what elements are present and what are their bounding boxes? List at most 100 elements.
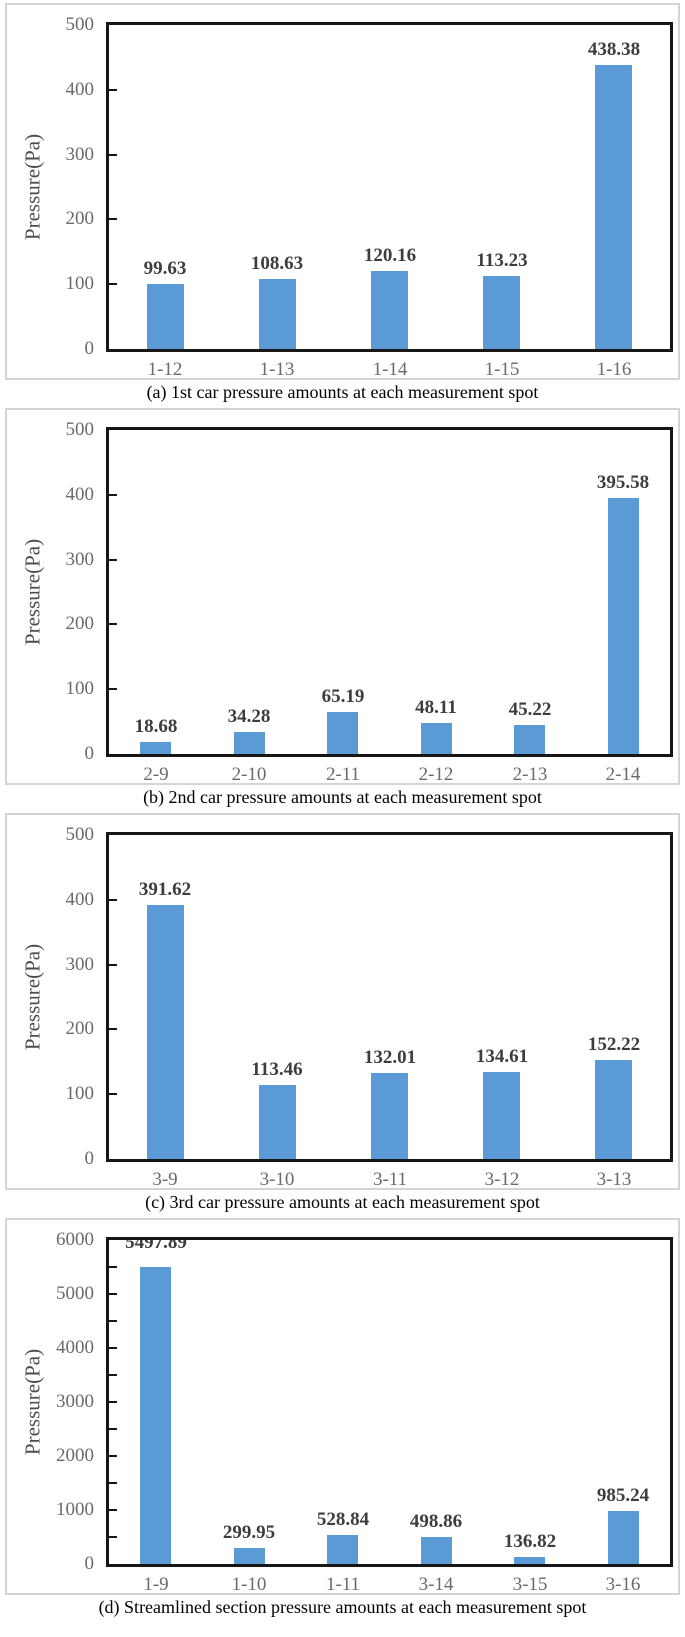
y-tick-mark — [109, 623, 117, 625]
chart-panel-a: 99.63 108.63 120.16 113.23 438.38 0 100 200 300 4… — [5, 3, 680, 380]
bar-1-12 — [147, 284, 184, 349]
bar-value-label: 438.38 — [587, 39, 641, 60]
bar-3-14 — [421, 1537, 452, 1564]
y-tick-label: 200 — [65, 613, 95, 634]
x-tick-label: 1-16 — [596, 359, 632, 380]
y-axis-title: Pressure(Pa) — [20, 538, 45, 646]
y-tick-mark — [109, 688, 117, 690]
x-tick-label: 1-9 — [143, 1574, 169, 1595]
bar-3-10 — [259, 1085, 296, 1159]
y-tick-mark — [109, 1347, 117, 1349]
bar-2-13 — [514, 725, 545, 754]
plot-area: 391.62 113.46 132.01 134.61 152.22 — [106, 832, 673, 1162]
y-tick-mark — [109, 1509, 117, 1511]
chart-block-c: 391.62 113.46 132.01 134.61 152.22 0 100 200 300… — [0, 813, 685, 1215]
bar-value-label: 5497.89 — [125, 1237, 187, 1253]
bar-value-label: 528.84 — [316, 1509, 370, 1530]
bar-value-label: 120.16 — [363, 245, 417, 266]
y-tick-mark — [109, 154, 117, 156]
x-tick-label: 3-11 — [372, 1169, 408, 1190]
bar-value-label: 136.82 — [503, 1531, 557, 1552]
bar-value-label: 65.19 — [321, 686, 365, 707]
bar-1-9 — [140, 1267, 171, 1564]
y-axis-title: Pressure(Pa) — [20, 1348, 45, 1456]
x-tick-label: 2-10 — [231, 764, 267, 785]
y-tick-mark — [109, 559, 117, 561]
chart-panel-d: 5497.89 299.95 528.84 498.86 136.82 985.24 0 10… — [5, 1218, 680, 1595]
y-tick-label: 0 — [84, 743, 95, 764]
y-tick-label: 0 — [84, 338, 95, 359]
bar-1-15 — [483, 276, 520, 349]
plot-area: 5497.89 299.95 528.84 498.86 136.82 985.24 — [106, 1237, 673, 1567]
plot-area: 99.63 108.63 120.16 113.23 438.38 — [106, 22, 673, 352]
bar-3-9 — [147, 905, 184, 1159]
y-tick-label: 1000 — [56, 1499, 94, 1520]
bar-value-label: 498.86 — [409, 1511, 463, 1532]
y-tick-label: 5000 — [56, 1283, 94, 1304]
y-tick-label: 0 — [84, 1553, 95, 1574]
y-tick-label: 500 — [65, 14, 95, 35]
y-tick-label: 300 — [65, 144, 95, 165]
y-tick-label: 400 — [65, 79, 95, 100]
chart-panel-c: 391.62 113.46 132.01 134.61 152.22 0 100 200 300… — [5, 813, 680, 1190]
bar-1-16 — [595, 65, 632, 349]
x-tick-label: 1-15 — [484, 359, 520, 380]
y-tick-mark — [109, 1028, 117, 1030]
y-tick-mark — [109, 1266, 117, 1268]
bar-value-label: 45.22 — [508, 699, 552, 720]
y-axis-title: Pressure(Pa) — [20, 943, 45, 1051]
bar-2-11 — [327, 712, 358, 754]
y-tick-label: 3000 — [56, 1391, 94, 1412]
bar-3-13 — [595, 1060, 632, 1159]
y-tick-mark — [109, 1536, 117, 1538]
bar-value-label: 113.46 — [251, 1059, 303, 1080]
bar-1-14 — [371, 271, 408, 349]
bar-1-10 — [234, 1548, 265, 1564]
x-tick-label: 1-14 — [372, 359, 408, 380]
chart-block-d: 5497.89 299.95 528.84 498.86 136.82 985.24 0 10… — [0, 1218, 685, 1620]
y-tick-mark — [109, 1428, 117, 1430]
y-tick-label: 300 — [65, 954, 95, 975]
bar-1-13 — [259, 279, 296, 349]
x-tick-label: 2-12 — [418, 764, 454, 785]
y-tick-mark — [109, 1293, 117, 1295]
x-tick-label: 3-13 — [596, 1169, 632, 1190]
bar-value-label: 395.58 — [596, 472, 650, 493]
y-tick-mark — [109, 494, 117, 496]
y-tick-label: 100 — [65, 273, 95, 294]
x-tick-label: 3-14 — [418, 1574, 454, 1595]
bar-value-label: 985.24 — [596, 1485, 650, 1506]
y-tick-label: 500 — [65, 419, 95, 440]
x-tick-label: 2-11 — [325, 764, 361, 785]
y-tick-label: 100 — [65, 678, 95, 699]
chart-block-b: 18.68 34.28 65.19 48.11 45.22 395.58 0 100 200 30… — [0, 408, 685, 810]
bar-value-label: 34.28 — [227, 706, 271, 727]
y-tick-mark — [109, 89, 117, 91]
y-tick-mark — [109, 1093, 117, 1095]
bar-1-11 — [327, 1535, 358, 1564]
x-tick-label: 3-15 — [512, 1574, 548, 1595]
y-tick-label: 6000 — [56, 1229, 94, 1250]
bar-value-label: 113.23 — [476, 250, 528, 271]
bar-value-label: 18.68 — [134, 716, 178, 737]
y-tick-label: 200 — [65, 208, 95, 229]
plot-area: 18.68 34.28 65.19 48.11 45.22 395.58 — [106, 427, 673, 757]
y-tick-mark — [109, 1374, 117, 1376]
y-tick-mark — [109, 1401, 117, 1403]
y-tick-label: 4000 — [56, 1337, 94, 1358]
y-tick-mark — [109, 1455, 117, 1457]
chart-d-caption: (d) Streamlined section pressure amounts… — [98, 1597, 587, 1617]
bar-value-label: 99.63 — [143, 258, 187, 279]
bar-value-label: 299.95 — [222, 1522, 276, 1543]
chart-b-caption: (b) 2nd car pressure amounts at each mea… — [143, 787, 542, 807]
x-tick-label: 2-13 — [512, 764, 548, 785]
y-tick-label: 300 — [65, 549, 95, 570]
y-tick-label: 500 — [65, 824, 95, 845]
bar-3-12 — [483, 1072, 520, 1159]
bar-value-label: 48.11 — [415, 697, 457, 718]
x-tick-label: 1-13 — [259, 359, 295, 380]
bar-value-label: 108.63 — [250, 253, 304, 274]
bar-value-label: 132.01 — [363, 1047, 417, 1068]
x-tick-label: 2-14 — [605, 764, 641, 785]
